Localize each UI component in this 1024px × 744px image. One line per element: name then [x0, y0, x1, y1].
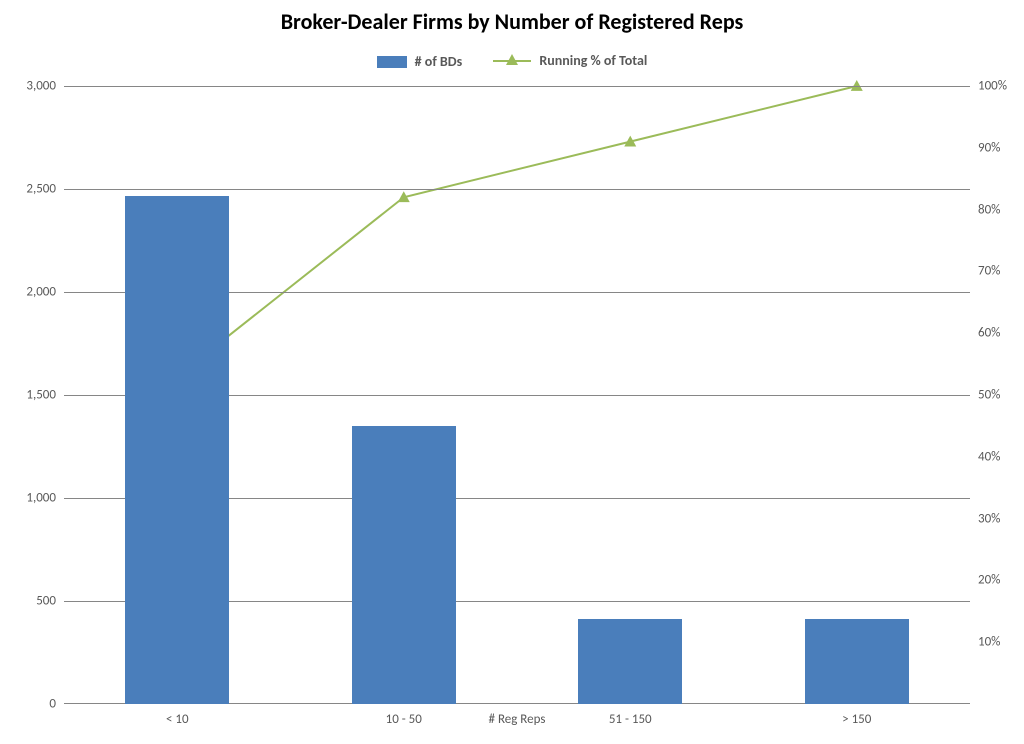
- y-right-tick-label: 10%: [978, 635, 1000, 650]
- x-axis-label: # Reg Reps: [489, 712, 546, 727]
- line-path: [177, 86, 857, 376]
- gridline: [64, 86, 970, 87]
- legend: # of BDs Running % of Total: [0, 52, 1024, 72]
- y-right-tick-label: 30%: [978, 511, 1000, 526]
- x-tick-label: < 10: [166, 712, 189, 727]
- plot-area: 05001,0001,5002,0002,5003,00010%20%30%40…: [64, 86, 970, 704]
- y-right-tick-label: 80%: [978, 202, 1000, 217]
- legend-line-swatch: [493, 54, 531, 68]
- x-tick-label: 10 - 50: [386, 712, 422, 727]
- y-left-tick-label: 1,500: [26, 388, 56, 403]
- gridline: [64, 189, 970, 190]
- y-right-tick-label: 50%: [978, 388, 1000, 403]
- chart-title: Broker-Dealer Firms by Number of Registe…: [0, 8, 1024, 35]
- y-right-tick-label: 20%: [978, 573, 1000, 588]
- x-tick-label: > 150: [842, 712, 871, 727]
- chart-container: Broker-Dealer Firms by Number of Registe…: [0, 0, 1024, 744]
- legend-line-label: Running % of Total: [539, 52, 647, 69]
- y-right-tick-label: 60%: [978, 326, 1000, 341]
- legend-bar-swatch: [377, 56, 407, 68]
- bar: [352, 426, 456, 704]
- y-left-tick-label: 3,000: [26, 79, 56, 94]
- legend-bar-label: # of BDs: [415, 53, 463, 70]
- y-right-tick-label: 40%: [978, 449, 1000, 464]
- legend-item-bars: # of BDs: [377, 53, 463, 70]
- y-left-tick-label: 0: [49, 697, 56, 712]
- y-right-tick-label: 90%: [978, 140, 1000, 155]
- bar: [578, 619, 682, 704]
- y-right-tick-label: 70%: [978, 264, 1000, 279]
- y-left-tick-label: 2,000: [26, 285, 56, 300]
- y-left-tick-label: 1,000: [26, 491, 56, 506]
- bar: [805, 619, 909, 704]
- bar: [125, 196, 229, 704]
- y-right-tick-label: 100%: [978, 79, 1007, 94]
- legend-item-line: Running % of Total: [493, 52, 647, 69]
- y-left-tick-label: 500: [36, 594, 56, 609]
- x-tick-label: 51 - 150: [609, 712, 652, 727]
- y-left-tick-label: 2,500: [26, 182, 56, 197]
